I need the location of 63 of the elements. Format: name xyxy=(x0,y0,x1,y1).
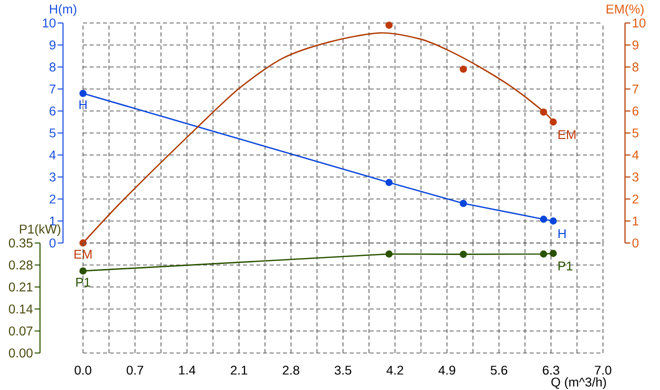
y-tick-label: 7 xyxy=(50,84,56,94)
point xyxy=(550,118,557,126)
y2-tick-label: 4 xyxy=(632,150,639,160)
y2-tick-label: 9 xyxy=(632,40,638,50)
y-tick-label: 0 xyxy=(50,238,56,248)
y-tick-label: 0.21 xyxy=(8,282,32,292)
point xyxy=(540,250,548,258)
series-label: EM xyxy=(558,130,576,139)
x-tick-label: 0.7 xyxy=(126,366,144,375)
y-tick-label: 6 xyxy=(50,106,56,116)
y-tick-label: 9 xyxy=(50,40,56,50)
y2-tick-label: 3 xyxy=(632,172,638,182)
x-tick-label: 7.0 xyxy=(594,366,612,375)
y-tick-label: 8 xyxy=(50,62,56,72)
y-tick-label: 0.00 xyxy=(8,348,33,358)
y-tick-label: 1 xyxy=(50,216,56,226)
y2-tick-label: 0 xyxy=(632,238,638,248)
y-tick-label: 0.35 xyxy=(8,238,33,248)
point xyxy=(79,267,87,275)
x-tick-label: 4.9 xyxy=(438,366,456,375)
series-label: P1 xyxy=(76,278,90,287)
y2-tick-label: 6 xyxy=(632,106,638,116)
point xyxy=(540,216,548,223)
point xyxy=(460,200,467,207)
x-axis-title: Q (m^3/h) xyxy=(551,377,606,390)
x-tick-label: 5.6 xyxy=(490,366,508,375)
text: EM xyxy=(74,250,92,259)
x-tick-label: 3.5 xyxy=(334,366,352,375)
point xyxy=(385,178,393,186)
point xyxy=(385,22,393,29)
point xyxy=(385,250,393,258)
y2-tick-label: 10 xyxy=(632,18,646,28)
x-tick-label: 1.4 xyxy=(179,366,196,374)
y2-axis-title: EM(%) xyxy=(606,4,644,16)
y-tick-label: 0.14 xyxy=(8,304,33,314)
y-axis-title: P1(kW) xyxy=(20,224,60,236)
x-tick-label: 0.0 xyxy=(74,366,92,375)
text: P1 xyxy=(558,262,572,270)
y2-tick-label: 8 xyxy=(632,62,638,72)
x-tick-label: 6.3 xyxy=(542,366,560,375)
y-tick-label: 0.07 xyxy=(8,326,32,336)
y-tick-label: 2 xyxy=(50,194,56,204)
y-tick-label: 0.28 xyxy=(8,260,33,270)
point xyxy=(550,217,557,225)
text: H xyxy=(558,229,566,238)
y-tick-label: 10 xyxy=(42,18,56,28)
y-tick-label: 5 xyxy=(50,128,56,138)
y-tick-label: 3 xyxy=(50,172,56,182)
series-label: H xyxy=(79,100,87,110)
point xyxy=(550,250,557,257)
x-tick-label: 4.2 xyxy=(386,366,404,375)
y2-tick-label: 5 xyxy=(632,128,638,138)
y2-tick-label: 2 xyxy=(632,194,638,204)
x-tick-label: 2.1 xyxy=(230,366,248,375)
y2-tick-label: 7 xyxy=(632,84,638,94)
y-tick-label: 4 xyxy=(49,150,56,160)
x-tick-label: 2.8 xyxy=(282,366,300,375)
point xyxy=(460,250,467,258)
point xyxy=(540,108,548,116)
point xyxy=(79,90,87,98)
point xyxy=(460,66,467,73)
y-axis-title: H(m) xyxy=(50,4,76,16)
y2-tick-label: 1 xyxy=(632,216,638,226)
